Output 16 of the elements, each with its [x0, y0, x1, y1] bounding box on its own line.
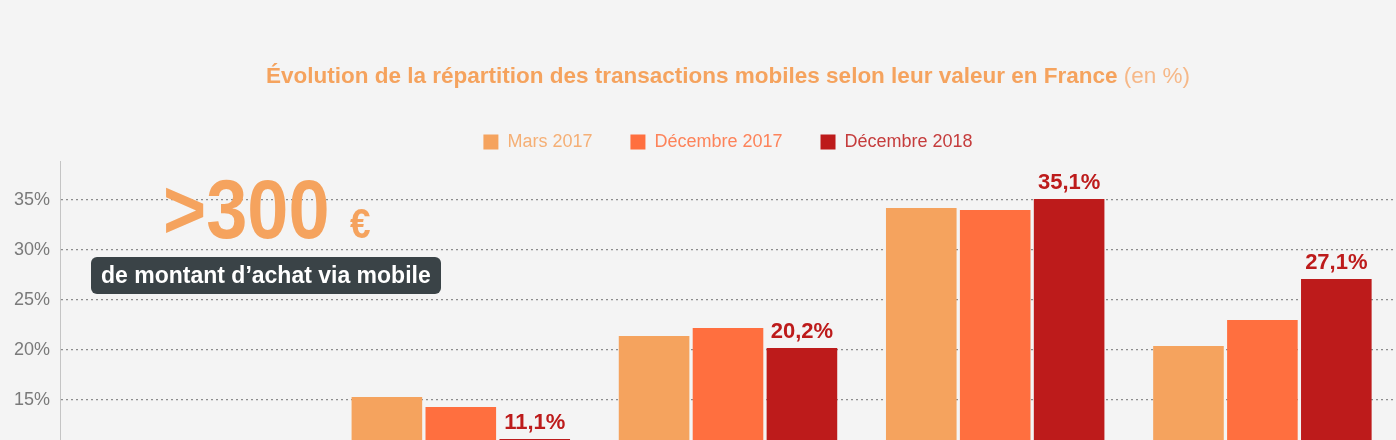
y-tick-label: 30%: [13, 238, 50, 259]
y-tick-label: 25%: [13, 288, 50, 309]
chart-subtitle: (en %): [1122, 63, 1190, 88]
data-label: 20,2%: [770, 318, 834, 344]
y-tick-label: 20%: [13, 338, 50, 359]
annotation: de montant d’achat via mobile: [91, 257, 441, 294]
y-tick-label: 15%: [13, 388, 50, 409]
legend-label: Décembre 2018: [844, 130, 973, 151]
legend-label: Décembre 2017: [654, 130, 783, 151]
data-label: 35,1%: [1037, 169, 1101, 195]
data-label: 11,1%: [504, 409, 566, 435]
annotation: >300 €: [163, 162, 371, 256]
data-label: 27,1%: [1305, 249, 1368, 275]
chart-title: Évolution de la répartition des transactions mobiles selon leur valeur en France: [265, 63, 1118, 88]
y-tick-label: 35%: [13, 188, 50, 209]
legend-label: Mars 2017: [507, 130, 593, 151]
